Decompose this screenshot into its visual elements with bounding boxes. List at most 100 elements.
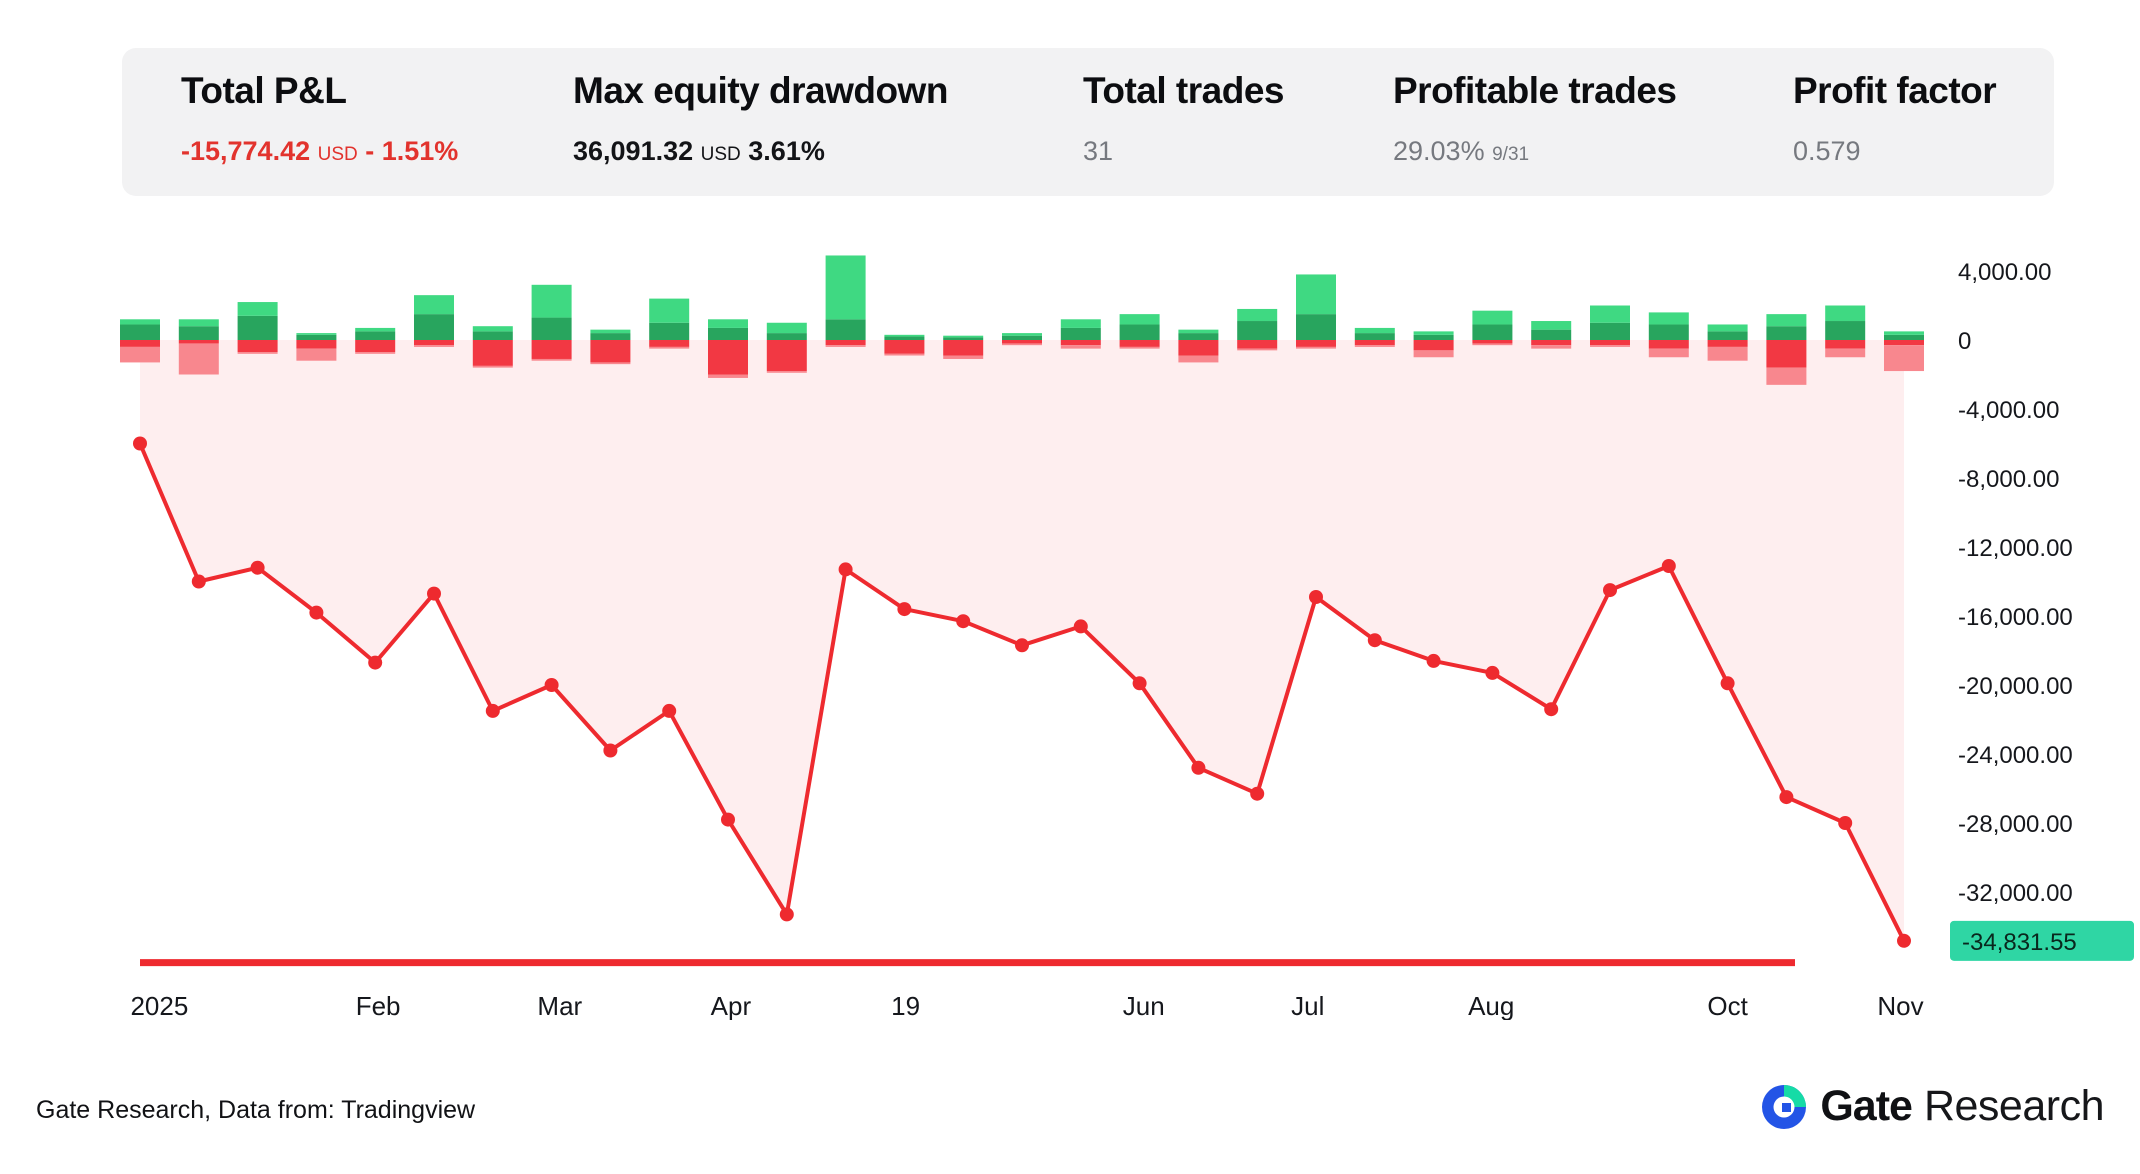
loss-bar — [1296, 340, 1336, 347]
equity-point — [485, 703, 500, 718]
x-tick-label: Nov — [1877, 991, 1923, 1020]
loss-bar-light — [1590, 345, 1630, 347]
data-source-caption: Gate Research, Data from: Tradingview — [36, 1096, 476, 1124]
profit-bar-light — [120, 319, 160, 325]
total-trades-number: 31 — [1083, 136, 1114, 166]
profit-bar-light — [1237, 308, 1278, 322]
profit-bar-light — [1590, 305, 1630, 323]
gate-logo-icon — [1762, 1084, 1807, 1129]
loss-bar — [590, 340, 631, 363]
loss-bar — [355, 340, 396, 353]
y-tick-label: -24,000.00 — [1958, 742, 2073, 769]
profit-bar-light — [1119, 314, 1160, 325]
profit-bar-light — [1354, 327, 1395, 334]
loss-bar — [1766, 340, 1807, 368]
stat-value-profitable-trades: 29.03% 9/31 — [1393, 136, 1529, 167]
equity-point — [779, 907, 794, 922]
profit-bar — [766, 333, 807, 340]
profit-bar-light — [414, 295, 454, 315]
loss-bar — [531, 340, 572, 359]
loss-bar-light — [414, 345, 454, 347]
loss-bar-light — [1002, 343, 1042, 346]
equity-point — [1779, 790, 1794, 805]
loss-bar — [296, 340, 337, 349]
equity-point — [1015, 638, 1029, 653]
profit-bar-light — [1060, 319, 1101, 328]
total-pnl-unit: USD — [317, 144, 358, 165]
loss-bar — [1648, 340, 1689, 349]
loss-bar — [766, 340, 807, 372]
equity-point — [1367, 633, 1382, 648]
loss-bar-light — [1237, 348, 1278, 351]
profit-bar — [1237, 321, 1278, 340]
equity-point — [1603, 583, 1617, 598]
loss-bar — [237, 340, 278, 353]
loss-bar — [1178, 340, 1219, 356]
loss-bar — [825, 340, 866, 346]
profit-bar — [1002, 335, 1042, 340]
profit-bar — [1413, 334, 1454, 340]
stat-value-total-trades: 31 — [1083, 136, 1113, 167]
loss-bar — [1413, 340, 1454, 351]
loss-bar — [1884, 340, 1924, 346]
profit-bar — [1296, 314, 1336, 340]
equity-point — [603, 743, 618, 758]
equity-point — [1250, 786, 1265, 801]
profit-factor-number: 0.579 — [1793, 136, 1861, 166]
loss-bar-light — [472, 365, 513, 368]
profit-bar-light — [766, 322, 807, 334]
stat-value-max-drawdown: 36,091.32 USD 3.61% — [573, 136, 825, 167]
stats-card: Total P&L -15,774.42 USD - 1.51% Max equ… — [122, 48, 2054, 196]
y-tick-label: -20,000.00 — [1958, 673, 2073, 700]
equity-point — [956, 614, 971, 629]
equity-point — [1132, 676, 1147, 691]
equity-point — [721, 812, 735, 827]
brand-research: Research — [1923, 1082, 2105, 1130]
loss-bar-light — [884, 353, 925, 356]
loss-bar — [1825, 340, 1866, 349]
loss-bar-light — [1413, 350, 1454, 358]
profit-bar-light — [237, 302, 278, 316]
profit-bar-light — [472, 326, 513, 332]
y-tick-label: -8,000.00 — [1958, 466, 2059, 493]
equity-point — [1661, 559, 1676, 573]
equity-point — [191, 574, 206, 589]
profit-bar-light — [1296, 274, 1336, 315]
equity-point — [250, 560, 265, 575]
profit-bar — [1825, 321, 1866, 340]
profit-bar — [1119, 324, 1160, 340]
loss-bar-light — [766, 371, 807, 373]
profit-bar — [1766, 326, 1807, 340]
loss-bar-light — [355, 352, 396, 354]
loss-bar — [1119, 340, 1160, 347]
stat-value-profit-factor: 0.579 — [1793, 136, 1861, 167]
loss-bar-light — [649, 346, 690, 349]
profit-bar — [472, 331, 513, 340]
profit-bar-light — [1648, 312, 1689, 325]
x-tick-label: Apr — [711, 991, 752, 1020]
equity-point — [133, 436, 147, 451]
loss-bar — [1472, 340, 1513, 344]
profit-bar-light — [943, 335, 984, 338]
loss-bar-light — [1531, 345, 1572, 349]
loss-bar-light — [825, 345, 866, 347]
profit-bar-light — [1472, 310, 1513, 325]
stat-title-total-pnl: Total P&L — [181, 70, 347, 111]
loss-bar — [1354, 340, 1395, 346]
profit-bar — [1354, 333, 1395, 340]
profit-bar-light — [296, 333, 337, 335]
brand-lockup: Gate Research — [1760, 1082, 2105, 1131]
equity-point — [662, 703, 677, 718]
loss-bar-light — [590, 362, 631, 365]
last-value-badge — [1950, 920, 2134, 961]
loss-bar-light — [708, 374, 748, 378]
profit-bar — [1531, 329, 1572, 340]
loss-bar-light — [1884, 345, 1924, 372]
profit-bar — [1648, 324, 1689, 340]
loss-bar-light — [1354, 345, 1395, 347]
x-tick-label: Jul — [1291, 991, 1324, 1020]
equity-point — [427, 586, 441, 601]
equity-point — [1544, 702, 1559, 717]
profit-bar — [414, 314, 454, 340]
profit-bar — [178, 326, 219, 340]
